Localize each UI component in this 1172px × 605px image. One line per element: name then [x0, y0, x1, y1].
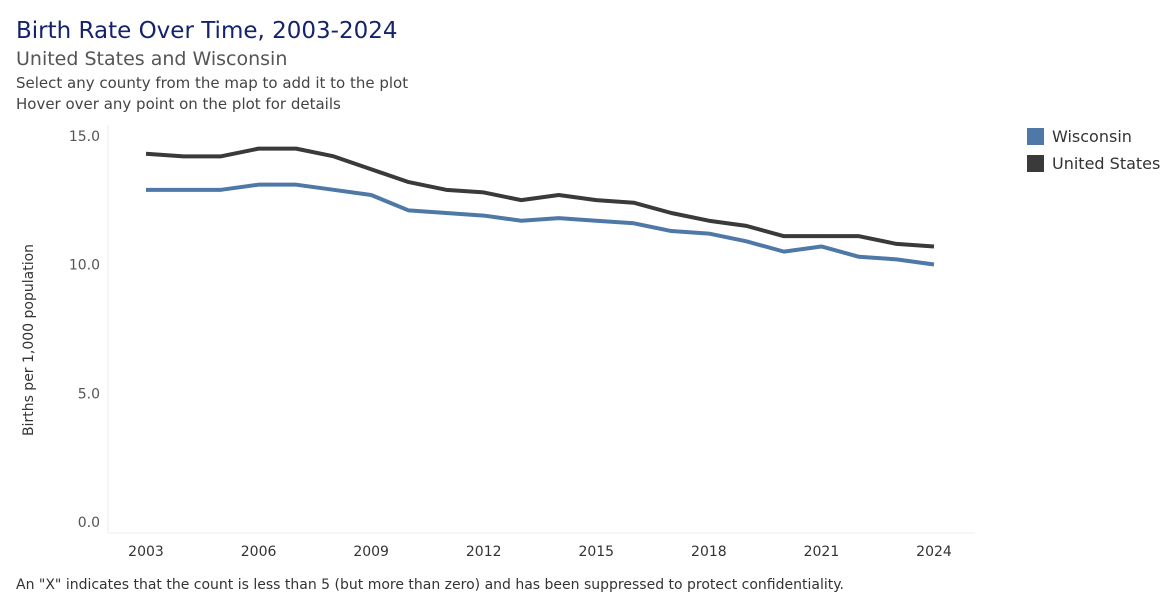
- data-point[interactable]: [929, 241, 939, 251]
- legend-swatch: [1027, 128, 1044, 145]
- data-point[interactable]: [291, 180, 301, 190]
- data-point[interactable]: [554, 190, 564, 200]
- data-point[interactable]: [479, 211, 489, 221]
- legend-label: Wisconsin: [1052, 127, 1132, 146]
- x-tick-label: 2024: [916, 544, 952, 560]
- data-point[interactable]: [704, 229, 714, 239]
- data-point[interactable]: [254, 144, 264, 154]
- data-point[interactable]: [366, 164, 376, 174]
- y-tick-label: 0.0: [78, 515, 100, 531]
- data-point[interactable]: [554, 213, 564, 223]
- data-point[interactable]: [591, 195, 601, 205]
- x-tick-label: 2015: [578, 544, 614, 560]
- legend-item[interactable]: Wisconsin: [1027, 123, 1160, 150]
- legend-swatch: [1027, 155, 1044, 172]
- data-point[interactable]: [404, 177, 414, 187]
- data-point[interactable]: [179, 151, 189, 161]
- data-point[interactable]: [216, 185, 226, 195]
- data-point[interactable]: [779, 231, 789, 241]
- data-point[interactable]: [779, 247, 789, 257]
- legend: Wisconsin United States: [1027, 123, 1160, 177]
- data-point[interactable]: [629, 198, 639, 208]
- data-point[interactable]: [141, 185, 151, 195]
- data-point[interactable]: [366, 190, 376, 200]
- x-tick-label: 2003: [128, 544, 164, 560]
- data-point[interactable]: [404, 205, 414, 215]
- legend-label: United States: [1052, 154, 1161, 173]
- y-tick-label: 10.0: [69, 258, 100, 274]
- chart-subtitle: United States and Wisconsin: [16, 48, 288, 70]
- x-tick-label: 2012: [466, 544, 502, 560]
- y-axis-label: Births per 1,000 population: [21, 244, 37, 436]
- x-tick-label: 2021: [804, 544, 840, 560]
- data-point[interactable]: [666, 226, 676, 236]
- chart-title: Birth Rate Over Time, 2003-2024: [16, 18, 398, 44]
- y-tick-label: 15.0: [69, 129, 100, 145]
- data-point[interactable]: [516, 195, 526, 205]
- footnote: An "X" indicates that the count is less …: [16, 577, 844, 593]
- series-line-united-states[interactable]: [145, 146, 935, 249]
- data-point[interactable]: [816, 241, 826, 251]
- data-point[interactable]: [741, 236, 751, 246]
- y-tick-label: 5.0: [78, 386, 100, 402]
- data-point[interactable]: [629, 218, 639, 228]
- instruction-select-county: Select any county from the map to add it…: [16, 74, 409, 92]
- data-point[interactable]: [891, 239, 901, 249]
- data-point[interactable]: [141, 149, 151, 159]
- data-point[interactable]: [329, 151, 339, 161]
- instruction-hover: Hover over any point on the plot for det…: [16, 95, 341, 113]
- data-point[interactable]: [704, 216, 714, 226]
- data-point[interactable]: [329, 185, 339, 195]
- data-point[interactable]: [891, 254, 901, 264]
- data-point[interactable]: [929, 260, 939, 270]
- data-point[interactable]: [216, 151, 226, 161]
- data-point[interactable]: [666, 208, 676, 218]
- data-point[interactable]: [516, 216, 526, 226]
- data-point[interactable]: [179, 185, 189, 195]
- data-point[interactable]: [254, 180, 264, 190]
- series-line-wisconsin[interactable]: [146, 182, 935, 267]
- data-point[interactable]: [741, 221, 751, 231]
- data-point[interactable]: [854, 252, 864, 262]
- data-point[interactable]: [441, 185, 451, 195]
- data-point[interactable]: [291, 144, 301, 154]
- data-point[interactable]: [816, 231, 826, 241]
- legend-item[interactable]: United States: [1027, 150, 1160, 177]
- data-point[interactable]: [441, 208, 451, 218]
- x-tick-label: 2009: [353, 544, 389, 560]
- data-point[interactable]: [479, 187, 489, 197]
- data-point[interactable]: [854, 231, 864, 241]
- x-tick-label: 2006: [241, 544, 277, 560]
- x-tick-label: 2018: [691, 544, 727, 560]
- data-point[interactable]: [591, 216, 601, 226]
